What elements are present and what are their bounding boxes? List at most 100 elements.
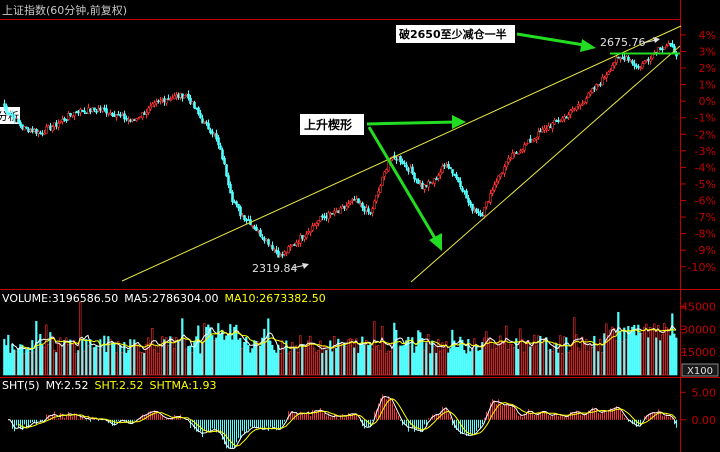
candle-body — [491, 189, 494, 194]
volume-bar — [307, 340, 310, 376]
volume-bar — [585, 339, 588, 376]
volume-bar — [641, 333, 644, 376]
volume-bar — [343, 342, 346, 376]
volume-bar — [7, 334, 10, 376]
volume-bar — [491, 349, 494, 376]
volume-bar — [367, 345, 370, 376]
volume-bar — [73, 340, 76, 376]
volume-bar — [103, 335, 106, 376]
candle-body — [125, 118, 128, 120]
volume-bar — [203, 323, 206, 376]
volume-bar — [559, 335, 562, 376]
volume-bar — [87, 345, 90, 376]
price-axis-label: -5% — [695, 178, 716, 191]
candle-body — [251, 225, 254, 227]
price-panel — [3, 40, 678, 259]
candle-body — [211, 131, 214, 135]
volume-bar — [359, 343, 362, 376]
candle-body — [137, 117, 140, 120]
candle-body — [145, 112, 148, 115]
volume-bar — [431, 340, 434, 376]
volume-bar — [657, 325, 660, 376]
volume-bar — [33, 351, 36, 376]
volume-bar — [549, 349, 552, 376]
candle-body — [375, 194, 378, 202]
volume-bar — [311, 343, 314, 376]
volume-bar — [217, 323, 220, 376]
volume-bar — [629, 331, 632, 376]
volume-bar — [37, 347, 40, 376]
volume-bar — [511, 344, 514, 376]
candle-body — [193, 102, 196, 109]
volume-bar — [41, 344, 44, 376]
volume-bar — [85, 339, 88, 376]
volume-bar — [423, 349, 426, 376]
volume-bar — [197, 325, 200, 376]
volume-bar — [483, 337, 486, 376]
volume-bar — [487, 337, 490, 376]
volume-bar — [489, 338, 492, 376]
candle-body — [5, 105, 8, 112]
volume-bar — [241, 348, 244, 376]
volume-bar — [371, 348, 374, 376]
candle-body — [45, 126, 48, 134]
candle-body — [119, 114, 122, 117]
candle-body — [85, 112, 88, 114]
volume-axis-label: 45000 — [681, 301, 716, 314]
volume-bar — [115, 352, 118, 376]
volume-bar — [613, 328, 616, 376]
volume-bar — [349, 338, 352, 376]
volume-bar — [569, 350, 572, 376]
candle-body — [495, 181, 498, 186]
volume-bar — [251, 348, 254, 376]
volume-bar — [327, 349, 330, 376]
candle-body — [665, 45, 668, 48]
volume-bar — [101, 347, 104, 376]
volume-bar — [161, 336, 164, 376]
candle-body — [525, 143, 528, 146]
volume-bar — [129, 339, 132, 376]
volume-bar — [51, 335, 54, 376]
candle-body — [165, 99, 168, 104]
indicator-axis-label: 0.00 — [692, 414, 717, 427]
volume-bar — [23, 353, 26, 376]
volume-bar — [337, 338, 340, 376]
candle-body — [133, 119, 136, 121]
candle-body — [281, 254, 284, 256]
candle-body — [471, 203, 474, 211]
candle-body — [383, 171, 386, 177]
volume-bar — [637, 324, 640, 376]
candle-body — [219, 145, 222, 150]
candle-body — [595, 84, 598, 90]
candle-body — [417, 179, 420, 184]
volume-bar — [461, 339, 464, 376]
candle-body — [271, 245, 274, 250]
volume-bar — [187, 346, 190, 376]
volume-bar — [529, 346, 532, 376]
candle-body — [185, 93, 188, 96]
candle-body — [437, 175, 440, 179]
volume-bar — [93, 347, 96, 376]
volume-bar — [347, 339, 350, 376]
volume-bar — [553, 343, 556, 376]
candle-body — [401, 160, 404, 164]
volume-bar — [369, 344, 372, 376]
volume-bar — [393, 322, 396, 376]
candle-body — [485, 201, 488, 208]
candle-body — [113, 114, 116, 118]
candle-body — [103, 107, 106, 110]
candle-body — [95, 110, 98, 113]
volume-bar — [65, 337, 68, 376]
volume-bar — [287, 352, 290, 376]
volume-bar — [125, 352, 128, 376]
chart-title: 上证指数(60分钟,前复权) — [2, 3, 127, 17]
volume-bar — [299, 335, 302, 376]
candle-body — [207, 123, 210, 130]
volume-bar — [439, 350, 442, 376]
volume-bar — [357, 352, 360, 376]
volume-bar — [83, 350, 86, 376]
volume-bar — [305, 348, 308, 376]
candle-body — [225, 164, 228, 177]
candle-body — [451, 169, 454, 174]
candle-body — [377, 190, 380, 195]
